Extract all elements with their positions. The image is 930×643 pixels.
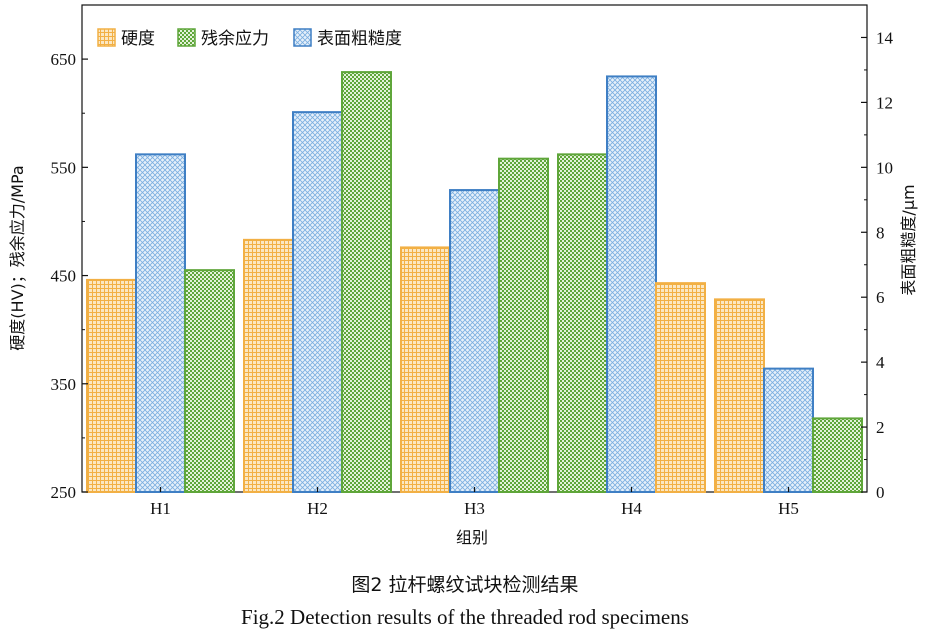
bar-表面粗糙度-H5 bbox=[763, 367, 814, 494]
y-right-tick-label: 12 bbox=[876, 93, 893, 112]
bar-硬度-H4 bbox=[655, 282, 706, 493]
y-axis-left-title: 硬度(HV)；残余应力/MPa bbox=[8, 165, 27, 350]
figure-caption-chinese: 图2 拉杆螺纹试块检测结果 bbox=[351, 574, 579, 596]
bar-表面粗糙度-H1 bbox=[135, 153, 186, 493]
legend: 硬度 残余应力 表面粗糙度 bbox=[97, 28, 402, 49]
legend-label-表面粗糙度: 表面粗糙度 bbox=[317, 29, 402, 49]
y-right-tick-label: 8 bbox=[876, 223, 885, 242]
bar-残余应力-H5 bbox=[812, 417, 863, 493]
bar-残余应力-H3 bbox=[498, 157, 549, 493]
bars bbox=[86, 71, 863, 494]
legend-label-残余应力: 残余应力 bbox=[201, 29, 269, 49]
x-tick-label-H3: H3 bbox=[464, 499, 485, 518]
bar-硬度-H1 bbox=[86, 278, 137, 493]
y-left-tick-label: 350 bbox=[51, 375, 77, 394]
bar-硬度-H2 bbox=[243, 238, 294, 493]
y-left-tick-label: 250 bbox=[51, 483, 77, 502]
y-left-tick-label: 450 bbox=[51, 267, 77, 286]
axis-titles: 组别 硬度(HV)；残余应力/MPa 表面粗糙度/μm bbox=[8, 165, 918, 547]
bar-硬度-H5 bbox=[714, 298, 765, 493]
legend-swatch-硬度 bbox=[97, 28, 116, 47]
bar-表面粗糙度-H4 bbox=[606, 75, 657, 493]
x-tick-label-H5: H5 bbox=[778, 499, 799, 518]
bar-残余应力-H2 bbox=[341, 71, 392, 493]
y-right-tick-label: 14 bbox=[876, 28, 894, 47]
figure-caption-english: Fig.2 Detection results of the threaded … bbox=[241, 605, 689, 629]
chart: 250 350 450 550 650 0 2 4 6 8 10 12 14 H1 H2 H3 H4 H5 硬度 残… bbox=[8, 4, 918, 547]
legend-swatch-表面粗糙度 bbox=[293, 28, 312, 47]
legend-swatch-残余应力 bbox=[177, 28, 196, 47]
y-right-tick-label: 4 bbox=[876, 353, 885, 372]
bar-表面粗糙度-H2 bbox=[292, 111, 343, 493]
bar-残余应力-H1 bbox=[184, 269, 235, 493]
y-right-tick-label: 10 bbox=[876, 158, 893, 177]
bar-表面粗糙度-H3 bbox=[449, 189, 500, 493]
x-tick-label-H2: H2 bbox=[307, 499, 328, 518]
y-left-tick-label: 550 bbox=[51, 158, 77, 177]
y-axis-right-title: 表面粗糙度/μm bbox=[899, 184, 918, 295]
y-right-tick-label: 2 bbox=[876, 418, 885, 437]
y-right-tick-label: 6 bbox=[876, 288, 885, 307]
bar-硬度-H3 bbox=[400, 246, 451, 493]
x-tick-label-H1: H1 bbox=[150, 499, 171, 518]
bar-残余应力-H4 bbox=[557, 153, 608, 493]
x-tick-label-H4: H4 bbox=[621, 499, 642, 518]
x-axis-title: 组别 bbox=[456, 528, 488, 547]
axes: 250 350 450 550 650 0 2 4 6 8 10 12 14 H1 H2 H3 H4 H5 bbox=[51, 4, 894, 518]
y-left-tick-label: 650 bbox=[51, 50, 77, 69]
legend-label-硬度: 硬度 bbox=[121, 29, 155, 49]
y-right-tick-label: 0 bbox=[876, 483, 885, 502]
